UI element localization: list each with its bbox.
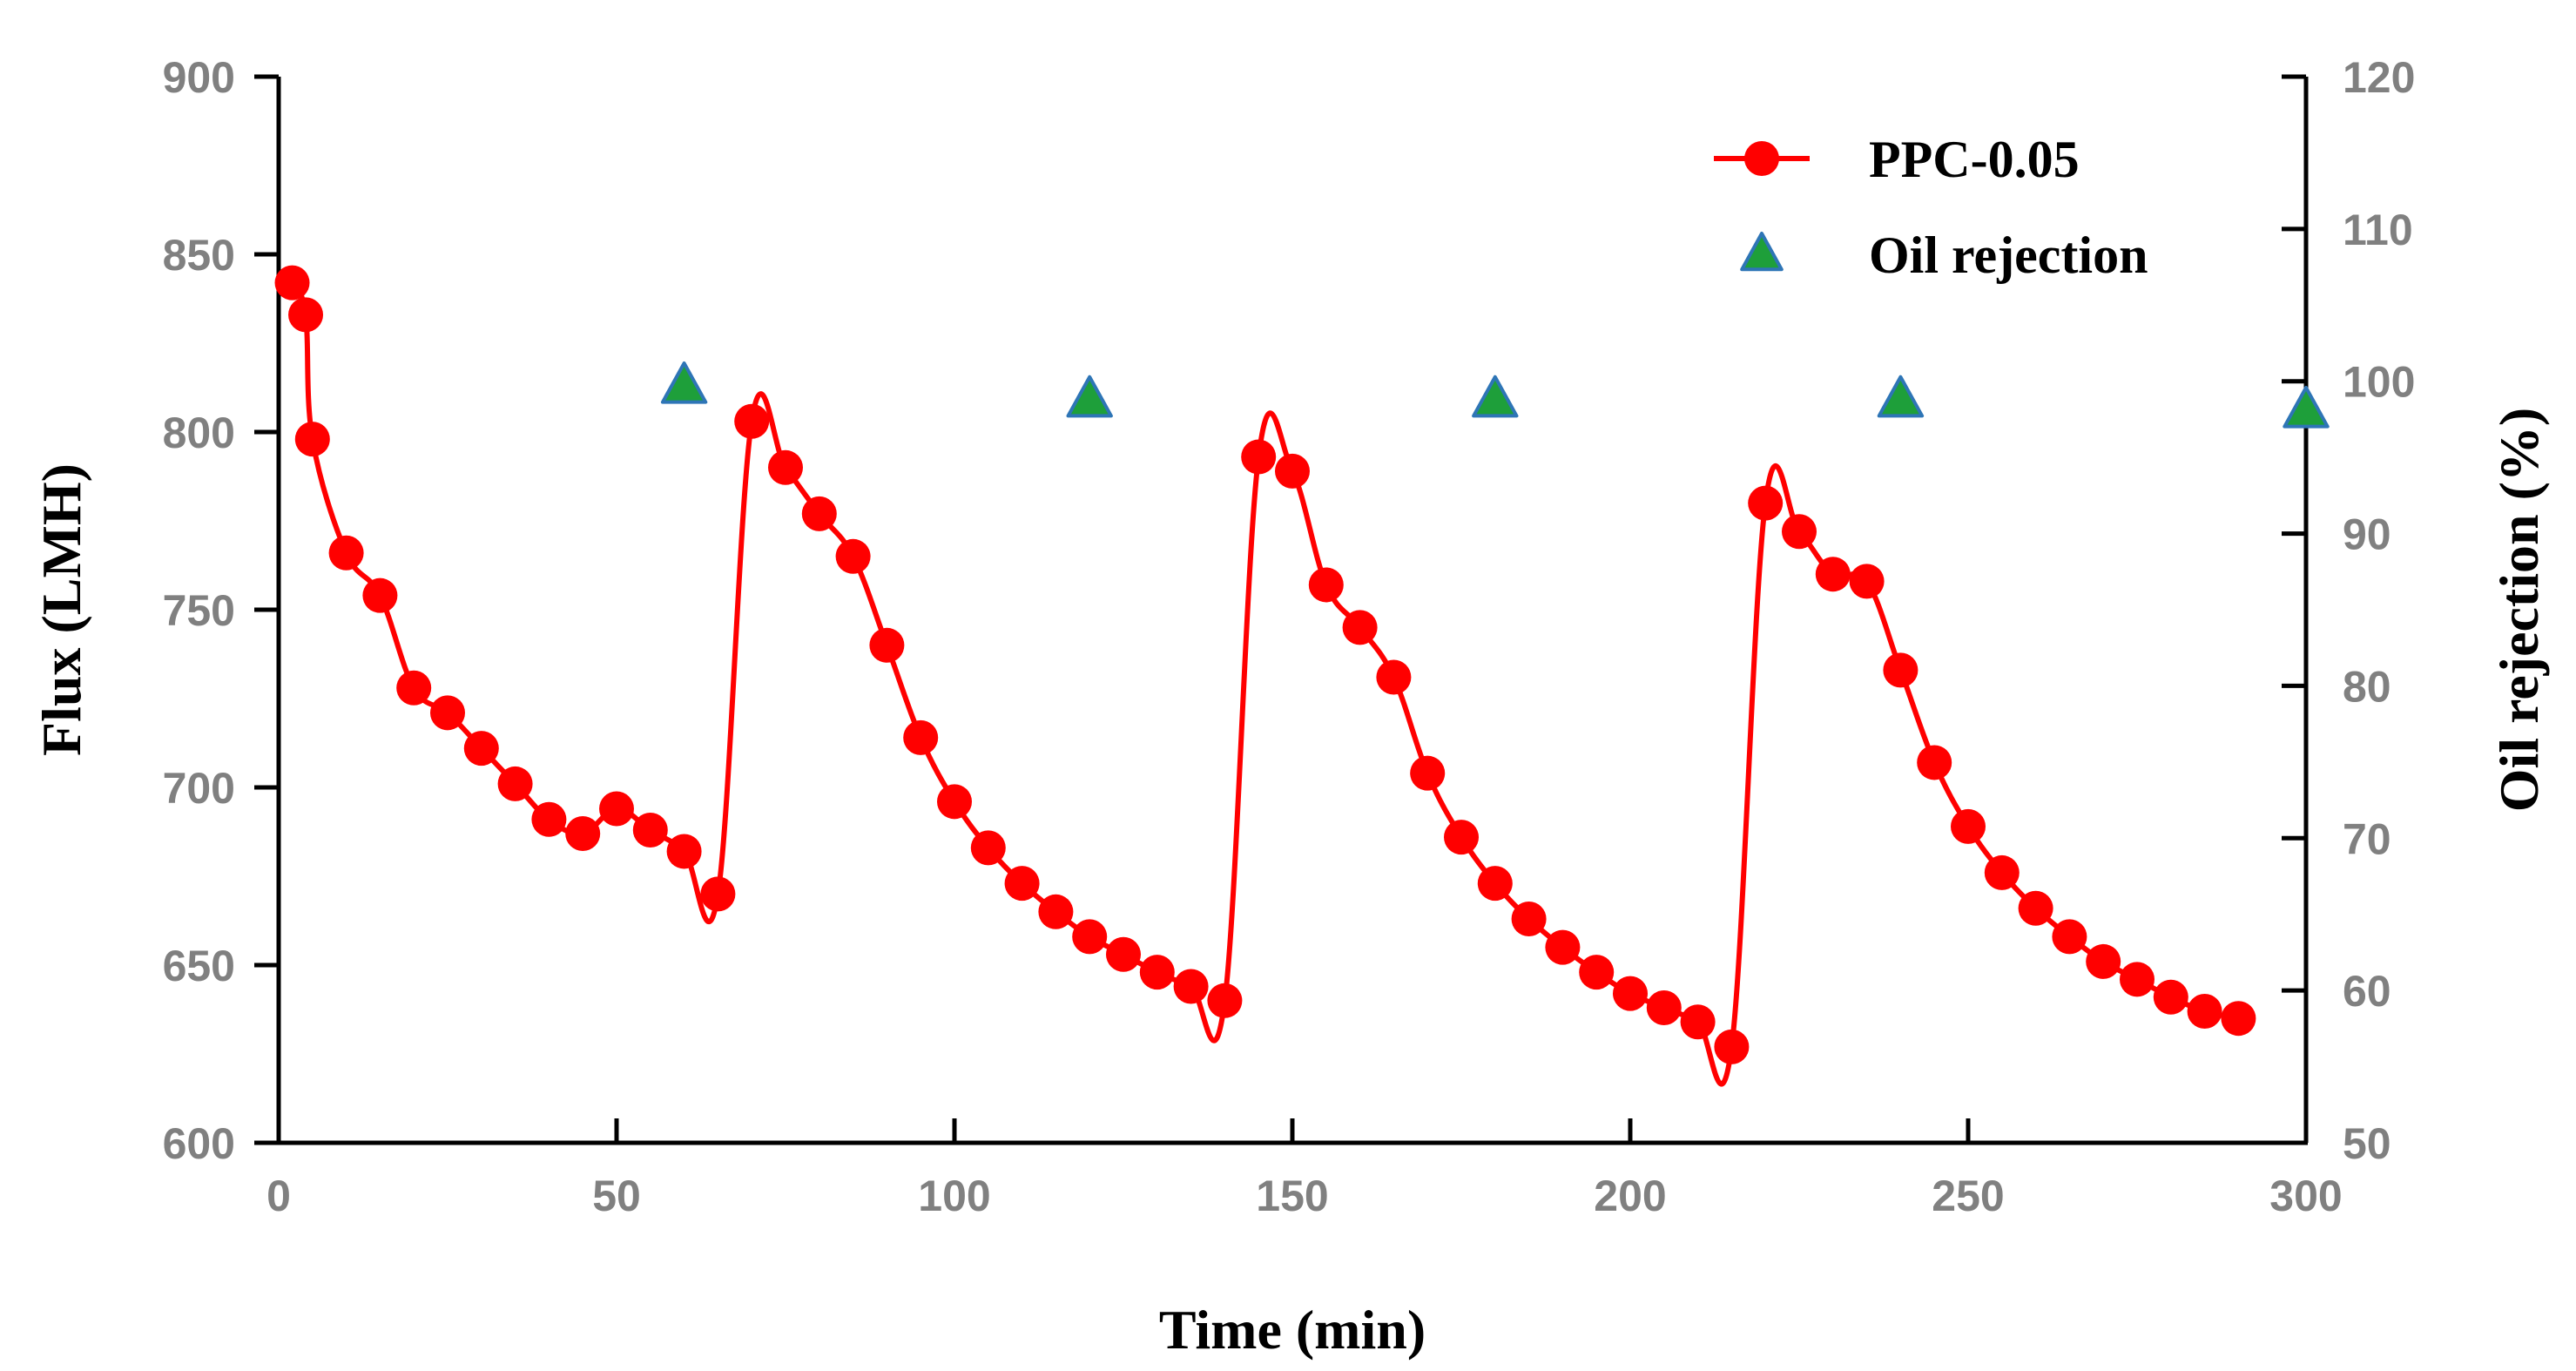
data-point-flux — [1477, 866, 1513, 902]
y2-tick-label: 80 — [2343, 662, 2391, 711]
data-point-flux — [1748, 485, 1784, 521]
data-point-flux — [2187, 994, 2222, 1030]
y2-tick-label: 60 — [2343, 967, 2391, 1016]
data-point-flux — [531, 801, 567, 837]
data-point-flux — [497, 766, 533, 801]
data-point-flux — [328, 535, 364, 571]
data-point-flux — [1173, 969, 1209, 1004]
data-point-oil-rejection — [1066, 375, 1113, 418]
data-point-flux — [1342, 610, 1378, 645]
data-point-flux — [1579, 955, 1615, 990]
data-point-flux — [1613, 976, 1648, 1011]
data-point-flux — [396, 670, 432, 706]
data-point-flux — [734, 403, 770, 439]
y-tick-label: 850 — [163, 231, 235, 280]
x-tick-label: 200 — [1594, 1172, 1666, 1220]
y-tick-label: 800 — [163, 409, 235, 457]
data-point-oil-rejection — [660, 361, 708, 404]
data-point-flux — [1376, 659, 1412, 695]
legend-marker-ppc-0-05 — [1744, 141, 1779, 176]
x-tick-label: 150 — [1256, 1172, 1328, 1220]
data-point-flux — [2120, 962, 2155, 997]
data-point-flux — [1139, 955, 1175, 990]
data-point-flux — [1680, 1004, 1716, 1040]
y2-tick-label: 120 — [2343, 53, 2415, 102]
data-point-flux — [1883, 652, 1919, 688]
data-point-flux — [768, 449, 803, 485]
legend-marker-oil-rejection — [1740, 232, 1784, 272]
y-axis-title: Flux (LMH) — [30, 463, 92, 756]
data-point-flux — [970, 830, 1006, 866]
data-point-flux — [1714, 1029, 1750, 1064]
legend-label-oil-rejection: Oil rejection — [1869, 226, 2148, 284]
y-tick-label: 900 — [163, 53, 235, 102]
y2-tick-label: 50 — [2343, 1119, 2391, 1168]
data-point-flux — [1951, 808, 1986, 844]
data-point-flux — [274, 265, 310, 301]
data-point-flux — [1984, 854, 2020, 890]
y2-tick-label: 70 — [2343, 814, 2391, 863]
data-point-oil-rejection — [1877, 375, 1925, 418]
data-point-oil-rejection — [2283, 385, 2330, 429]
data-point-flux — [430, 695, 465, 731]
data-point-flux — [1207, 983, 1243, 1018]
data-point-flux — [700, 876, 736, 912]
data-point-flux — [1444, 820, 1479, 855]
x-tick-label: 300 — [2269, 1172, 2342, 1220]
legend-label-ppc-0-05: PPC-0.05 — [1869, 131, 2080, 188]
data-point-flux — [1106, 936, 1141, 972]
y2-tick-label: 110 — [2343, 206, 2413, 254]
x-tick-label: 100 — [918, 1172, 990, 1220]
data-point-oil-rejection — [1472, 375, 1519, 418]
data-point-flux — [2086, 943, 2121, 979]
y-tick-label: 650 — [163, 942, 235, 990]
data-point-flux — [1410, 755, 1446, 791]
data-point-flux — [1275, 453, 1310, 489]
data-point-flux — [1004, 866, 1040, 902]
data-point-flux — [599, 791, 634, 827]
data-point-flux — [1917, 745, 1952, 780]
data-point-flux — [2052, 919, 2087, 955]
data-point-flux — [1545, 929, 1581, 965]
data-point-flux — [565, 816, 601, 852]
data-point-flux — [1815, 557, 1851, 592]
series-line-ppc-0-05 — [289, 281, 2240, 1087]
data-point-flux — [362, 577, 398, 613]
data-point-flux — [1511, 901, 1547, 936]
data-point-flux — [937, 784, 972, 820]
data-point-flux — [666, 834, 702, 869]
y2-tick-label: 100 — [2343, 358, 2415, 407]
data-point-flux — [1308, 567, 1344, 603]
data-point-flux — [2221, 1001, 2256, 1037]
data-point-flux — [835, 538, 871, 574]
x-tick-label: 250 — [1932, 1172, 2004, 1220]
data-point-flux — [903, 719, 939, 755]
x-axis-title: Time (min) — [1159, 1299, 1426, 1361]
y2-tick-label: 90 — [2343, 510, 2391, 559]
x-tick-label: 0 — [266, 1172, 291, 1220]
y-tick-label: 700 — [163, 764, 235, 813]
data-point-flux — [1241, 439, 1277, 475]
data-point-flux — [1782, 514, 1817, 550]
data-point-flux — [2018, 890, 2053, 926]
data-point-flux — [294, 422, 330, 457]
data-point-flux — [1072, 919, 1108, 955]
y2-axis-title: Oil rejection (%) — [2488, 408, 2550, 812]
data-point-flux — [1038, 894, 1074, 929]
data-point-flux — [869, 627, 905, 663]
x-tick-label: 50 — [592, 1172, 641, 1220]
data-point-flux — [2153, 979, 2188, 1015]
data-point-flux — [1646, 989, 1682, 1025]
data-point-flux — [632, 812, 668, 848]
data-point-flux — [1849, 564, 1885, 599]
data-point-flux — [288, 297, 324, 333]
data-point-flux — [801, 496, 837, 531]
y-tick-label: 600 — [163, 1119, 235, 1168]
y-tick-label: 750 — [163, 586, 235, 635]
data-point-flux — [463, 731, 499, 767]
